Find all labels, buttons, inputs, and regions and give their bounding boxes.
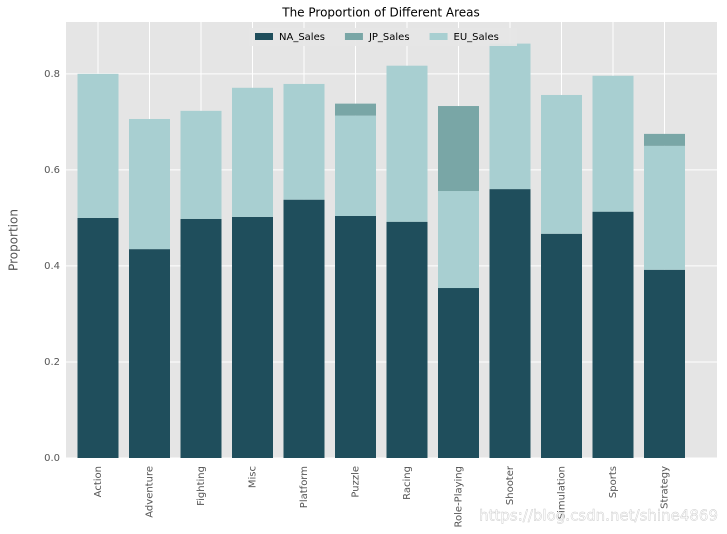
bar-segment [129, 118, 170, 250]
bar-segment [180, 110, 222, 219]
bar-segment [644, 269, 685, 458]
x-tick-label: Sports [608, 466, 619, 498]
legend-swatch [429, 33, 448, 40]
bar-segment [489, 189, 531, 458]
bar-segment [335, 103, 376, 116]
y-tick-label: 0.6 [44, 165, 60, 176]
legend-label: JP_Sales [368, 32, 410, 43]
x-tick-label: Fighting [196, 466, 207, 506]
bar-segment [180, 218, 222, 458]
x-tick-label: Simulation [557, 466, 568, 519]
bar-segment [283, 199, 325, 458]
bar-segment [335, 215, 376, 458]
bar-segment [438, 106, 479, 192]
chart-title: The Proportion of Different Areas [281, 6, 480, 20]
watermark: https://blog.csdn.net/shine4869 [479, 507, 718, 525]
x-tick-label: Shooter [505, 465, 516, 505]
x-tick-label: Platform [299, 466, 310, 508]
x-tick-label: Puzzle [351, 466, 362, 498]
y-tick-label: 0.0 [44, 453, 60, 464]
x-tick-label: Action [93, 466, 104, 497]
legend-label: NA_Sales [279, 32, 325, 43]
bar-segment [541, 94, 582, 234]
legend-box [249, 28, 517, 46]
bar-segment [644, 145, 685, 270]
bar-segment [438, 191, 479, 289]
bar-segment [386, 221, 428, 458]
bar-segment [541, 233, 582, 458]
bar-segment [232, 216, 273, 458]
bar-segment [77, 217, 119, 458]
bar-segment [129, 249, 170, 458]
y-tick-label: 0.8 [44, 69, 60, 80]
x-tick-label: Strategy [660, 466, 671, 509]
legend-label: EU_Sales [454, 32, 499, 43]
bar-segment [489, 43, 531, 190]
legend-swatch [255, 33, 273, 40]
bar-segment [335, 115, 376, 216]
x-tick-label: Adventure [145, 466, 156, 518]
bar-segment [77, 73, 119, 218]
bar-segment [592, 75, 634, 212]
x-tick-label: Misc [248, 466, 259, 488]
bar-segment [283, 83, 325, 200]
y-tick-label: 0.2 [44, 357, 60, 368]
y-tick-label: 0.4 [44, 261, 60, 272]
bar-segment [644, 133, 685, 146]
legend-swatch [344, 33, 363, 40]
x-tick-label: Role-Playing [454, 466, 465, 527]
bar-segment [592, 211, 634, 458]
bar-segment [438, 288, 479, 458]
x-tick-label: Racing [402, 466, 413, 500]
y-axis-label: Proportion [7, 209, 21, 271]
bar-segment [386, 65, 428, 222]
bar-segment [232, 87, 273, 217]
